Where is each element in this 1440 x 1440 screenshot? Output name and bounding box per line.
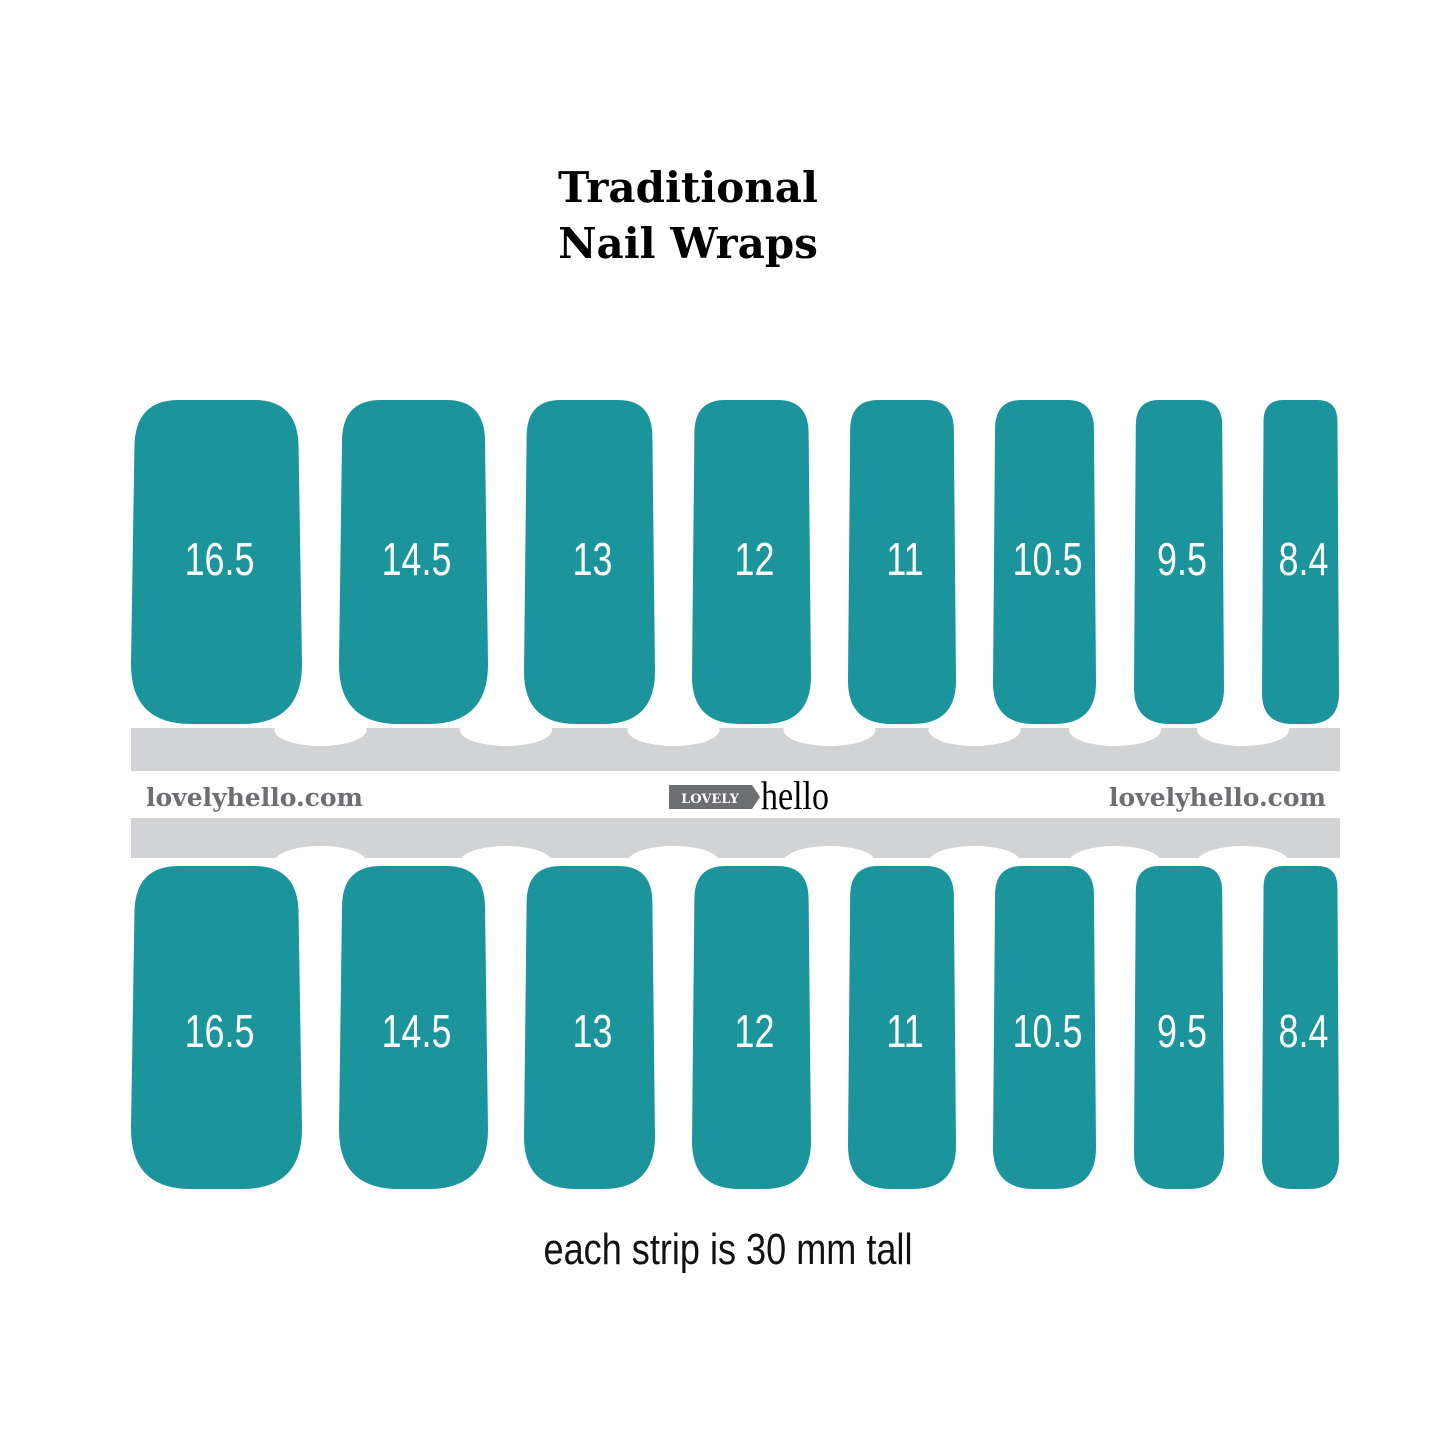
nail-wrap [131,400,302,724]
nail-wrap [993,866,1096,1189]
page-title: Traditional Nail Wraps [0,160,1440,272]
nail-size-label: 14.5 [382,1006,452,1057]
nail-size-label: 10.5 [1013,534,1083,585]
nail-wrap [692,866,811,1189]
nail-size-label: 16.5 [185,1006,255,1057]
nail-wrap [524,866,655,1189]
nail-wrap [1134,400,1224,724]
nail-size-label: 14.5 [382,534,452,585]
nail-size-label: 9.5 [1157,534,1207,585]
nail-size-label: 12 [735,1006,775,1057]
nail-wrap [1262,866,1339,1189]
nail-size-label: 8.4 [1279,1006,1329,1057]
nail-size-label: 16.5 [185,534,255,585]
nail-wrap [993,400,1096,724]
logo-badge [669,785,760,809]
carrier-cutout [460,846,552,878]
carrier-cutout [1069,714,1161,746]
nail-size-label: 8.4 [1279,534,1329,585]
nail-size-label: 11 [886,534,923,585]
carrier-cutout [1197,714,1289,746]
url-right: lovelyhello.com [1109,783,1326,812]
nail-wrap [692,400,811,724]
title-line-1: Traditional [558,163,818,212]
nail-size-label: 12 [735,534,775,585]
nail-size-label: 13 [573,534,613,585]
nail-size-label: 13 [573,1006,613,1057]
title-line-2: Nail Wraps [558,219,818,268]
nail-wrap [1134,866,1224,1189]
nail-wrap [339,400,488,724]
lovelyhello-logo: LOVELY hello [669,775,829,819]
url-left: lovelyhello.com [146,783,363,812]
carrier-cutout [627,714,720,746]
nail-wrap [339,866,488,1189]
nail-size-label: 11 [886,1006,923,1057]
carrier-cutout [460,714,552,746]
carrier-cutout [928,846,1021,878]
nail-size-label: 9.5 [1157,1006,1207,1057]
nail-wrap [524,400,655,724]
logo-word: hello [761,775,829,819]
carrier-cutout [928,714,1021,746]
strip-height-caption: each strip is 30 mm tall [543,1225,913,1274]
carrier-cutout [783,846,876,878]
nail-wrap [1262,400,1339,724]
carrier-cutout [1069,846,1161,878]
nail-wrap [131,866,302,1189]
nail-wrap [848,866,956,1189]
carrier-cutout [274,714,367,746]
nail-size-label: 10.5 [1013,1006,1083,1057]
carrier-cutout [627,846,720,878]
nail-wrap [848,400,956,724]
logo-badge-text: LOVELY [681,792,740,807]
carrier-cutout [1197,846,1289,878]
carrier-cutout [274,846,367,878]
carrier-cutout [783,714,876,746]
